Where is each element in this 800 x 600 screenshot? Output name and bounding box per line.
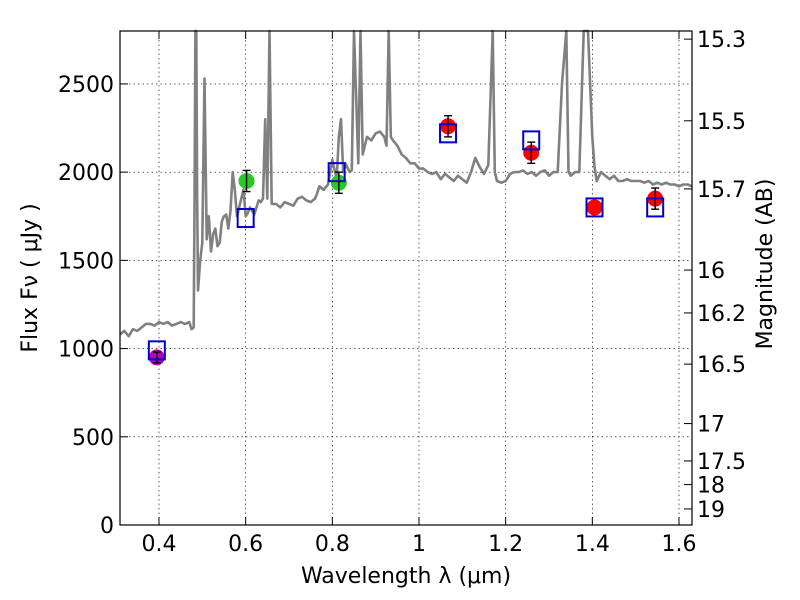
ticks-layer: 0.4 0.6 0.8 1 1.2 1.4 1.6 0 500 1000 1500 2000 2500 1… [58, 28, 746, 557]
y2-tick-label: 19 [697, 498, 725, 523]
y-tick-label: 1500 [58, 249, 114, 274]
y2-tick-label: 15.3 [697, 28, 746, 53]
spectrum-line [119, 29, 693, 338]
model-square-marker [327, 162, 346, 183]
x-tick-label: 0.8 [315, 532, 350, 557]
y2-tick-label: 17 [697, 413, 725, 438]
plot-frame [119, 30, 693, 526]
spectrum-layer [119, 29, 693, 338]
y-axis-label: Flux Fν ( μJy ) [18, 203, 43, 352]
y-tick-label: 2000 [58, 161, 114, 186]
x-tick-label: 1 [412, 532, 426, 557]
x-tick-label: 1.6 [662, 532, 697, 557]
model-square-marker [147, 340, 166, 361]
x-axis-label: Wavelength λ (μm) [301, 564, 511, 589]
model-square-marker [522, 130, 541, 151]
y-tick-label: 2500 [58, 73, 114, 98]
model-square-marker [646, 197, 665, 218]
photometry-point [586, 199, 603, 216]
points-layer [147, 114, 665, 366]
y-tick-label: 0 [100, 514, 114, 539]
y2-tick-label: 16 [697, 259, 725, 284]
y-tick-label: 500 [72, 426, 114, 451]
x-tick-label: 0.4 [142, 532, 177, 557]
y2-tick-label: 15.7 [697, 178, 746, 203]
y-tick-label: 1000 [58, 338, 114, 363]
model-square-marker [236, 208, 255, 229]
y2-axis-label: Magnitude (AB) [753, 179, 778, 350]
y2-tick-label: 17.5 [697, 450, 746, 475]
x-tick-label: 0.6 [228, 532, 263, 557]
y2-tick-label: 16.2 [697, 302, 746, 327]
y2-tick-label: 16.5 [697, 353, 746, 378]
y2-tick-label: 18 [697, 474, 725, 499]
model-square-marker [439, 123, 458, 144]
x-tick-label: 1.2 [488, 532, 523, 557]
model-square-marker [585, 197, 604, 218]
x-tick-label: 1.4 [575, 532, 610, 557]
y2-tick-label: 15.5 [697, 110, 746, 135]
